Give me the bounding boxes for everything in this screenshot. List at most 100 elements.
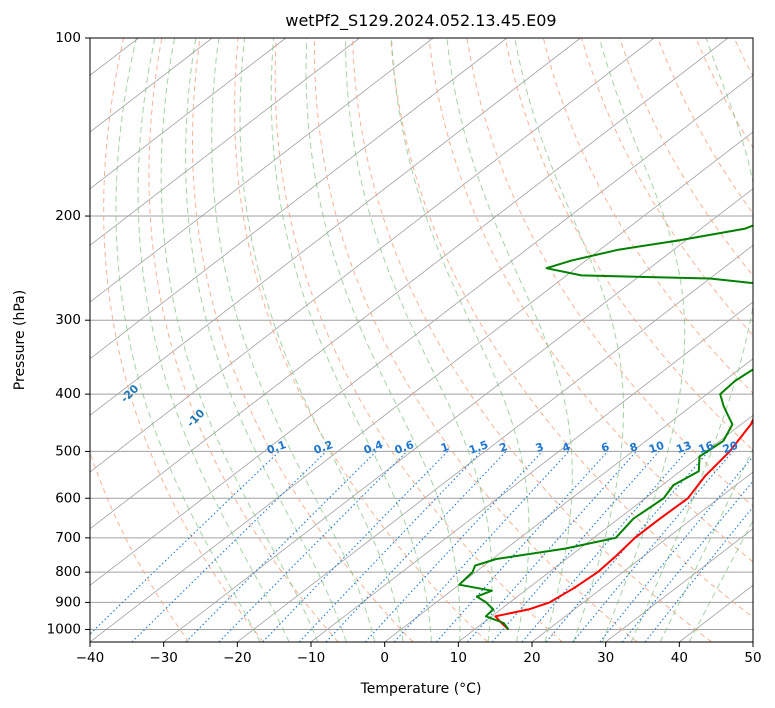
- mixing-ratio-label: 10: [647, 439, 666, 457]
- moist-adiabat-line: [115, 38, 261, 642]
- x-tick-label: −40: [76, 650, 105, 666]
- y-tick-label: 700: [55, 530, 81, 546]
- y-tick-label: 600: [55, 490, 81, 506]
- mixing-ratio-line: [467, 451, 637, 642]
- mixing-ratio-label: 20: [721, 439, 740, 457]
- dry-adiabat-line: [352, 38, 713, 642]
- mixing-ratio-label: 0.2: [312, 438, 335, 457]
- moist-adiabat-line: [598, 38, 686, 642]
- mixing-ratio-line: [298, 451, 482, 642]
- x-tick-label: −10: [297, 650, 326, 666]
- mixing-ratio-label: 0.6: [393, 438, 416, 457]
- dry-adiabat-line: [390, 38, 753, 618]
- mixing-ratio-label: 8: [628, 440, 640, 455]
- isotherm-line: [531, 471, 753, 642]
- isotherm-line: [90, 38, 655, 473]
- axis-ticks: −40 −30 −20 −10 0 10 20 30 40 5010020030040050060…: [47, 30, 762, 666]
- moist-adiabat-line: [239, 38, 404, 642]
- mixing-ratio-label: 1.5: [467, 438, 490, 457]
- x-tick-label: 20: [523, 650, 540, 666]
- moist-adiabat-line: [305, 38, 461, 642]
- mixing-ratio-label: 3: [534, 440, 546, 455]
- mixing-ratio-line: [435, 451, 609, 642]
- isotherm-line: [90, 38, 508, 360]
- x-tick-label: 50: [744, 650, 761, 666]
- moist-adiabat-line: [446, 38, 573, 642]
- dry-adiabat-line: [504, 38, 753, 451]
- y-axis-label: Pressure (hPa): [12, 290, 28, 390]
- x-tick-label: −20: [223, 650, 252, 666]
- moist-adiabat-line: [160, 38, 319, 642]
- mixing-ratio-line: [218, 451, 408, 642]
- moist-adiabat-line: [137, 38, 290, 642]
- chart-title: wetPf2_S129.2024.052.13.45.E09: [285, 11, 556, 31]
- y-tick-label: 300: [55, 312, 81, 328]
- moist-adiabat-line: [391, 38, 530, 642]
- moist-adiabat-line: [659, 447, 753, 642]
- temperature-profile-line: [494, 417, 753, 631]
- mixing-ratio-line: [364, 451, 543, 642]
- isotherm-line: [90, 38, 729, 530]
- isotherm-line: [90, 38, 287, 190]
- mixing-ratio-label: 4: [561, 440, 573, 455]
- isotherm-line: [90, 38, 360, 246]
- x-tick-label: −30: [149, 650, 178, 666]
- y-tick-label: 200: [55, 208, 81, 224]
- x-axis-label: Temperature (°C): [360, 681, 482, 697]
- x-tick-label: 10: [450, 650, 467, 666]
- x-tick-label: 40: [671, 650, 688, 666]
- x-tick-label: 30: [597, 650, 614, 666]
- mixing-ratio-line: [599, 455, 753, 642]
- moist-adiabat-line: [345, 38, 493, 642]
- y-tick-label: 900: [55, 594, 81, 610]
- mixing-ratio-line: [90, 451, 280, 635]
- dry-adiabat-line: [148, 38, 339, 642]
- y-tick-label: 400: [55, 386, 81, 402]
- moist-adiabat-line: [211, 38, 376, 642]
- dry-adiabat-line: [234, 38, 488, 642]
- mixing-ratio-line: [545, 451, 709, 642]
- mixing-ratio-line: [262, 451, 448, 642]
- sounding-series: [458, 224, 753, 631]
- isotherm-line: [90, 131, 753, 642]
- dewpoint-profile-line: [458, 224, 753, 631]
- y-tick-label: 100: [55, 30, 81, 46]
- mixing-ratio-line: [325, 451, 507, 642]
- isotherm-line: [163, 188, 753, 642]
- mixing-ratio-label: 0.1: [265, 438, 288, 457]
- mixing-ratio-line: [572, 451, 734, 642]
- isotherm-line: [458, 414, 753, 642]
- mixing-ratio-label: 16: [697, 439, 716, 457]
- isotherm-line: [90, 38, 581, 416]
- mixing-ratio-label: 6: [599, 440, 611, 455]
- mixing-ratio-label: 1: [439, 440, 451, 455]
- mixing-ratio-label: 2: [498, 440, 510, 455]
- isotherm-line: [384, 358, 753, 642]
- dry-adiabat-line: [103, 38, 264, 642]
- y-tick-label: 500: [55, 443, 81, 459]
- y-tick-label: 800: [55, 564, 81, 580]
- dry-adiabat-line: [466, 38, 753, 507]
- isotherm-line: [605, 528, 753, 642]
- isotherm-line: [237, 244, 753, 642]
- dry-adiabat-line: [191, 38, 414, 642]
- moist-adiabat-line: [514, 38, 624, 642]
- moist-adiabat-line: [630, 38, 753, 642]
- mixing-ratio-line: [621, 480, 753, 642]
- plot-frame: [89, 37, 754, 643]
- x-tick-label: 0: [380, 650, 389, 666]
- dry-adiabat-line: [542, 38, 753, 395]
- moist-adiabat-line: [185, 38, 347, 642]
- isotherm-line: [90, 74, 753, 586]
- mixing-ratio-line: [185, 451, 377, 642]
- isotherm-line: [90, 38, 434, 303]
- mixing-ratio-line: [131, 451, 327, 642]
- y-tick-label: 1000: [47, 621, 81, 637]
- mixing-ratio-label: 13: [674, 439, 693, 456]
- dry-adiabat-line: [428, 38, 753, 563]
- mixing-ratio-line: [393, 451, 570, 642]
- plot-background-lines: [90, 38, 753, 642]
- moist-adiabat-line: [270, 38, 432, 642]
